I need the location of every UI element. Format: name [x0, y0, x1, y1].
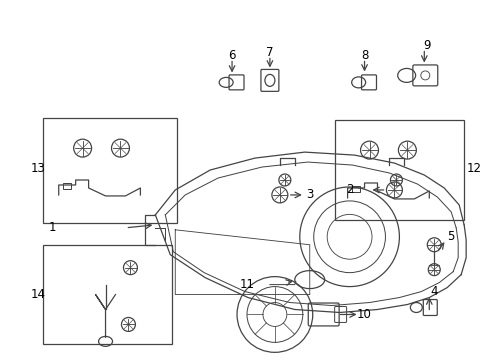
Text: 6: 6: [228, 49, 236, 62]
Text: 13: 13: [30, 162, 45, 175]
Text: 8: 8: [361, 49, 368, 62]
Text: 14: 14: [30, 288, 45, 301]
Bar: [43, 118, 177, 223]
Text: 12: 12: [466, 162, 482, 175]
Text: 5: 5: [447, 230, 455, 243]
Text: 4: 4: [431, 285, 438, 298]
Bar: [335, 120, 464, 220]
Text: 9: 9: [423, 39, 431, 52]
Bar: [43, 245, 172, 345]
Text: 2: 2: [346, 184, 353, 197]
Text: 1: 1: [49, 221, 56, 234]
Bar: [352, 186, 360, 192]
Text: 3: 3: [306, 188, 314, 202]
Text: 10: 10: [357, 308, 372, 321]
Text: 11: 11: [240, 278, 254, 291]
Text: 7: 7: [266, 46, 273, 59]
Bar: [63, 183, 71, 189]
